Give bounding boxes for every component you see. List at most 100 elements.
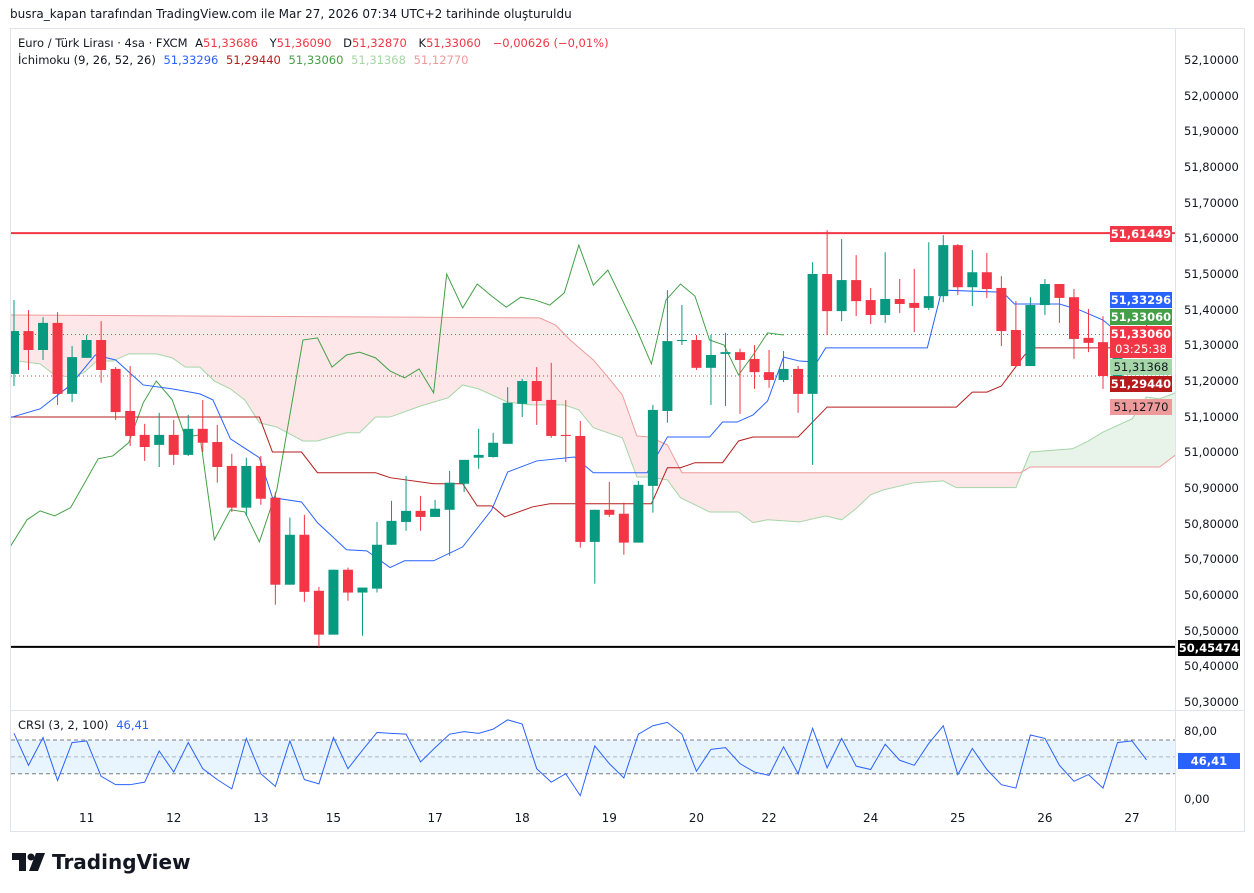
candle-body: [793, 368, 804, 394]
candle: [1054, 284, 1065, 323]
cloud-segment: [1116, 424, 1121, 467]
cloud-segment: [1036, 451, 1041, 467]
candle: [212, 424, 223, 483]
tradingview-logo[interactable]: TradingView: [12, 850, 191, 874]
cloud-segment: [659, 441, 664, 480]
cloud-segment: [249, 316, 253, 413]
cloud-segment: [623, 396, 627, 450]
cloud-segment: [1000, 472, 1005, 488]
candle: [604, 481, 615, 517]
chart-caption: busra_kapan tarafından TradingView.com i…: [10, 7, 572, 21]
cloud-segment: [554, 324, 558, 405]
cloud-segment: [906, 472, 910, 485]
cloud-segment: [369, 316, 373, 424]
cloud-segment: [318, 316, 322, 441]
cloud-segment: [241, 316, 246, 402]
cloud-segment: [710, 472, 714, 512]
candle: [502, 387, 513, 444]
candle-body: [226, 465, 237, 508]
candle-body: [967, 272, 978, 288]
candle: [226, 453, 237, 512]
ichimoku-legend[interactable]: İchimoku (9, 26, 52, 26) 51,33296 51,294…: [18, 53, 472, 67]
candle: [662, 290, 673, 423]
cloud-segment: [194, 316, 199, 368]
cloud-segment: [1007, 472, 1012, 488]
candle: [488, 432, 499, 458]
cloud-segment: [1142, 398, 1146, 467]
candle-body: [67, 357, 78, 394]
symbol-name[interactable]: Euro / Türk Lirası · 4sa · FXCM: [18, 36, 188, 50]
cloud-segment: [782, 472, 787, 522]
candle-body: [11, 331, 19, 374]
cloud-segment: [470, 317, 475, 388]
candle: [197, 399, 208, 453]
candle: [735, 348, 745, 414]
cloud-segment: [398, 317, 402, 415]
cloud-segment: [1105, 429, 1110, 467]
candle-body: [764, 372, 775, 380]
cloud-segment: [644, 436, 649, 477]
cloud-segment: [692, 472, 696, 506]
cloud-segment: [347, 316, 351, 433]
candle-body: [168, 434, 179, 455]
price-axis-tick: 51,50000: [1184, 267, 1239, 282]
candle: [96, 321, 107, 383]
crsi-legend[interactable]: CRSI (3, 2, 100) 46,41: [18, 718, 153, 732]
cloud-segment: [971, 472, 976, 488]
candle-body: [212, 442, 223, 467]
candle: [1010, 301, 1021, 367]
candle-body: [749, 358, 760, 373]
cloud-segment: [568, 338, 573, 408]
candle-body: [444, 482, 455, 510]
candle-body: [778, 368, 789, 380]
tradingview-logo-icon: [12, 853, 45, 871]
price-axis-tick: 51,90000: [1184, 124, 1239, 139]
symbol-legend: Euro / Türk Lirası · 4sa · FXCM A51,3368…: [18, 36, 613, 50]
cloud-segment: [884, 472, 889, 490]
cloud-segment: [223, 316, 228, 388]
cloud-segment: [292, 316, 297, 438]
candle-body: [1025, 305, 1036, 367]
candle-body: [807, 274, 818, 394]
candle-body: [313, 590, 324, 635]
cloud-segment: [136, 315, 141, 354]
candle-body: [488, 442, 499, 458]
cloud-segment: [946, 472, 950, 485]
bar-countdown: 03:25:38: [1115, 342, 1167, 356]
candle: [154, 412, 165, 467]
candle: [183, 414, 194, 456]
candle: [691, 335, 702, 370]
cloud-segment: [840, 472, 845, 520]
high-value: 51,36090: [276, 36, 332, 50]
time-axis-label: 27: [1124, 811, 1140, 825]
cloud-segment: [728, 472, 733, 512]
candle: [981, 252, 992, 298]
candle: [444, 470, 455, 556]
candle: [793, 366, 804, 413]
cloud-segment: [474, 317, 478, 389]
cloud-segment: [365, 316, 370, 428]
chart-frame: [10, 28, 1245, 832]
close-label: K: [418, 36, 427, 50]
cloud-segment: [804, 472, 809, 521]
senkou-b-price-label: 51,12770: [1110, 399, 1172, 415]
candle-body: [604, 509, 615, 515]
cloud-segment: [510, 317, 515, 403]
ichimoku-name[interactable]: İchimoku (9, 26, 52, 26): [18, 53, 156, 67]
cloud-segment: [456, 317, 460, 391]
ohlc-high: Y51,36090: [270, 36, 336, 50]
candle-body: [981, 272, 992, 290]
crsi-name[interactable]: CRSI (3, 2, 100): [18, 718, 109, 732]
candle-body: [575, 435, 586, 542]
cloud-segment: [143, 315, 148, 354]
cloud-segment: [1084, 441, 1088, 467]
cloud-segment: [361, 316, 366, 431]
cloud-segment: [1153, 397, 1157, 467]
candle-body: [197, 428, 208, 443]
cloud-segment: [851, 472, 856, 513]
cloud-segment: [430, 317, 435, 403]
candle-body: [1054, 284, 1065, 298]
cloud-segment: [408, 317, 413, 411]
cloud-segment: [107, 315, 112, 362]
